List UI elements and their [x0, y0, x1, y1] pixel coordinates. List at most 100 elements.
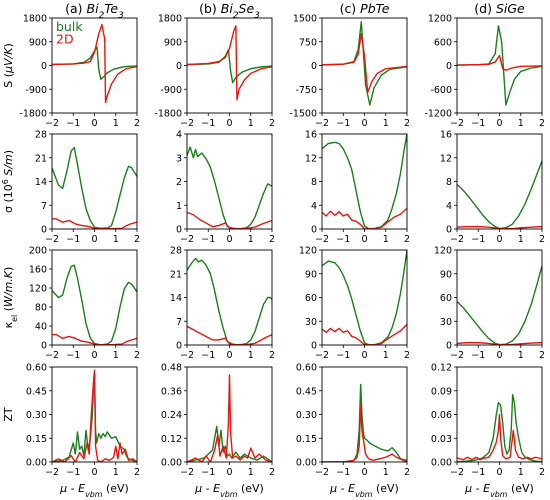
x-tick-label: 2: [539, 234, 545, 245]
series-line-2d: [457, 341, 542, 345]
panel-2-3: 0 30 60 90 120 −2 −1 0 1 2: [434, 246, 545, 362]
y-tick-label: 0: [176, 61, 182, 72]
y-tick-label: 0.45: [26, 386, 47, 397]
y-tick-label: -1200: [424, 109, 452, 120]
y-tick-label: -1800: [154, 109, 182, 120]
y-tick-label: 160: [29, 265, 47, 276]
y-tick-label: 0.03: [431, 434, 452, 445]
y-tick-label: 8: [446, 177, 452, 188]
y-tick-label: 120: [299, 246, 317, 257]
panel-3-3: 0.00 0.03 0.06 0.09 0.12 −2 −1 0 1 2: [431, 363, 545, 479]
x-tick-label: 0: [361, 234, 367, 245]
y-tick-label: 600: [434, 37, 452, 48]
y-tick-label: 0: [176, 341, 182, 352]
x-tick-label: 1: [113, 234, 119, 245]
y-tick-label: 0: [446, 225, 452, 236]
y-tick-label: 7: [41, 201, 47, 212]
series-line-bulk: [457, 394, 542, 462]
x-tick-label: 2: [134, 118, 140, 129]
x-tick-label: −2: [315, 118, 329, 129]
x-tick-label: 0: [496, 467, 502, 478]
y-tick-label: -900: [160, 85, 182, 96]
y-tick-label: 1: [176, 201, 182, 212]
y-tick-label: 28: [170, 246, 182, 257]
y-tick-label: 0.15: [296, 434, 317, 445]
y-tick-label: 900: [29, 37, 47, 48]
x-tick-label: −2: [315, 350, 329, 361]
column-title-3: (d) SiGe: [474, 1, 525, 16]
y-tick-label: 30: [440, 317, 452, 328]
x-tick-label: −2: [45, 350, 59, 361]
x-tick-label: −2: [45, 118, 59, 129]
x-tick-label: −2: [450, 467, 464, 478]
x-tick-label: 2: [134, 350, 140, 361]
x-tick-label: −1: [66, 234, 80, 245]
x-tick-label: 0: [496, 118, 502, 129]
series-line-2d: [52, 333, 137, 345]
y-tick-label: -600: [430, 85, 452, 96]
x-tick-label: −1: [471, 234, 485, 245]
x-tick-label: −1: [471, 467, 485, 478]
x-tick-label: 1: [383, 467, 389, 478]
x-tick-label: 2: [269, 350, 275, 361]
x-axis-label-3: μ - Evbm (eV): [464, 482, 534, 499]
panel-0-3: -1200 -600 0 600 1200 −2 −1 0 1 2: [424, 14, 545, 130]
y-tick-label: 12: [305, 153, 317, 164]
row-label-0: S (μV/K): [2, 43, 15, 88]
y-tick-label: 0.00: [26, 458, 47, 469]
y-tick-label: 7: [176, 317, 182, 328]
y-tick-label: 0: [446, 61, 452, 72]
x-tick-label: −1: [336, 118, 350, 129]
x-tick-label: 0: [496, 234, 502, 245]
x-tick-label: −1: [336, 234, 350, 245]
x-tick-label: 0: [91, 467, 97, 478]
x-tick-label: 0: [361, 467, 367, 478]
panel-frame: [186, 249, 273, 346]
x-tick-label: 0: [226, 234, 232, 245]
y-tick-label: 0.60: [296, 363, 317, 374]
x-tick-label: 2: [404, 234, 410, 245]
series-line-2d: [457, 413, 542, 461]
x-tick-label: 1: [518, 467, 524, 478]
x-tick-label: 1: [518, 350, 524, 361]
y-tick-label: 28: [35, 130, 47, 141]
y-tick-label: 0.24: [161, 410, 182, 421]
y-tick-label: 0: [41, 341, 47, 352]
y-tick-label: 0: [41, 61, 47, 72]
x-tick-label: −1: [66, 118, 80, 129]
y-tick-label: -750: [295, 85, 317, 96]
series-line-2d: [322, 207, 407, 229]
y-tick-label: 120: [434, 246, 452, 257]
x-tick-label: −1: [336, 350, 350, 361]
y-tick-label: 0.48: [161, 363, 182, 374]
y-tick-label: 0.09: [431, 386, 452, 397]
x-tick-label: 0: [226, 467, 232, 478]
panel-frame: [456, 249, 543, 346]
y-tick-label: 0.06: [431, 410, 452, 421]
x-tick-label: 2: [269, 234, 275, 245]
x-tick-label: −2: [180, 234, 194, 245]
y-tick-label: 90: [305, 269, 317, 280]
x-tick-label: 2: [269, 467, 275, 478]
x-tick-label: −2: [45, 467, 59, 478]
series-line-2d: [52, 218, 137, 229]
y-tick-label: 750: [299, 37, 317, 48]
y-tick-label: 60: [440, 293, 452, 304]
x-tick-label: −2: [180, 350, 194, 361]
y-tick-label: 0.12: [161, 434, 182, 445]
x-tick-label: 2: [404, 118, 410, 129]
series-line-bulk: [52, 264, 137, 345]
x-tick-label: −2: [45, 234, 59, 245]
y-tick-label: 80: [35, 303, 47, 314]
y-tick-label: 0.60: [26, 363, 47, 374]
x-tick-label: −2: [450, 350, 464, 361]
series-line-bulk: [322, 383, 407, 462]
x-tick-label: −2: [180, 118, 194, 129]
y-tick-label: -900: [25, 85, 47, 96]
panel-1-0: 0 7 14 21 28 −2 −1 0 1 2: [35, 130, 140, 246]
x-tick-label: −2: [315, 467, 329, 478]
y-tick-label: 0: [41, 225, 47, 236]
y-tick-label: 900: [164, 37, 182, 48]
y-tick-label: 0.30: [296, 410, 317, 421]
